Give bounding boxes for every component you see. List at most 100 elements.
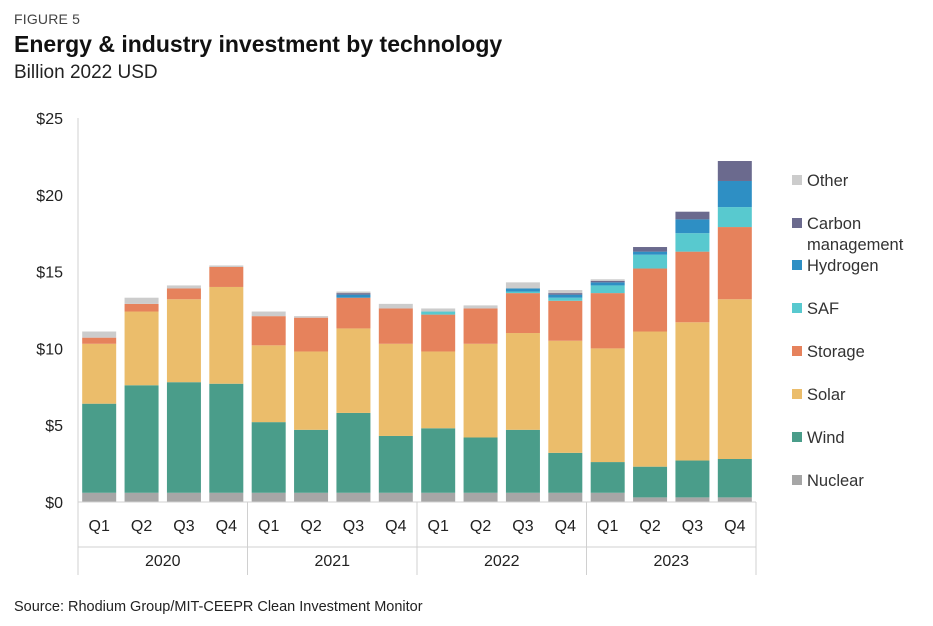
- bar-segment-saf: [675, 233, 710, 252]
- bar-segment-storage: [209, 266, 244, 287]
- x-tick-label: Q1: [597, 518, 618, 535]
- bar-segment-other: [421, 308, 456, 312]
- bar-segment-storage: [421, 314, 456, 352]
- bar-segment-storage: [505, 293, 540, 334]
- bar-segment-other: [82, 331, 117, 338]
- bar-segment-other: [463, 305, 498, 309]
- bar-segment-other: [166, 285, 201, 289]
- x-tick-label: Q4: [555, 518, 576, 535]
- x-tick-label: Q2: [300, 518, 321, 535]
- bar-segment-nuclear: [675, 497, 710, 502]
- bar-segment-nuclear: [717, 497, 752, 502]
- bar-segment-saf: [717, 207, 752, 228]
- bar-segment-carbon-management: [336, 293, 371, 295]
- legend-label-saf: SAF: [807, 300, 839, 318]
- bar-segment-nuclear: [294, 492, 329, 502]
- legend-swatch-nuclear: [792, 475, 802, 485]
- bar-segment-storage: [633, 268, 668, 332]
- bar-segment-solar: [675, 322, 710, 461]
- bar-segment-carbon-management: [717, 161, 752, 181]
- bar-segment-other: [336, 291, 371, 294]
- bar-segment-hydrogen: [336, 294, 371, 298]
- bar-segment-carbon-management: [590, 280, 625, 283]
- x-tick-label: Q3: [173, 518, 194, 535]
- x-tick-label: Q1: [428, 518, 449, 535]
- x-tick-label: Q2: [470, 518, 491, 535]
- bar-segment-hydrogen: [548, 294, 583, 298]
- bar-segment-nuclear: [209, 492, 244, 502]
- bar-segment-storage: [294, 317, 329, 352]
- legend-label-other: Other: [807, 172, 849, 190]
- bar-segment-wind: [590, 462, 625, 493]
- bar-segment-wind: [82, 403, 117, 493]
- bar-segment-carbon-management: [548, 293, 583, 295]
- bar-segment-nuclear: [82, 492, 117, 502]
- x-tick-label: Q2: [639, 518, 660, 535]
- source-note: Source: Rhodium Group/MIT-CEEPR Clean In…: [14, 599, 423, 615]
- bar-segment-hydrogen: [717, 180, 752, 208]
- bar-segment-storage: [717, 227, 752, 300]
- bar-segment-wind: [251, 422, 286, 493]
- bar-segment-storage: [675, 251, 710, 323]
- chart-subtitle: Billion 2022 USD: [14, 62, 158, 83]
- legend-swatch-other: [792, 175, 802, 185]
- bar-segment-nuclear: [505, 492, 540, 502]
- bar-segment-saf: [633, 254, 668, 269]
- x-group-label: 2022: [484, 553, 520, 570]
- legend-swatch-storage: [792, 346, 802, 356]
- bar-segment-hydrogen: [505, 288, 540, 292]
- bar-segment-other: [590, 279, 625, 281]
- bar-segment-solar: [294, 351, 329, 430]
- bar-segment-saf: [590, 285, 625, 294]
- bar-segment-wind: [548, 452, 583, 493]
- y-tick-label: $25: [36, 111, 63, 128]
- x-tick-label: Q3: [343, 518, 364, 535]
- bar-segment-wind: [294, 429, 329, 493]
- bar-segment-wind: [463, 437, 498, 493]
- bar-segment-wind: [633, 466, 668, 498]
- bar-segment-hydrogen: [675, 219, 710, 234]
- bar-segment-other: [505, 282, 540, 289]
- bar-segment-solar: [251, 345, 286, 423]
- legend-swatch-carbon-management: [792, 218, 802, 228]
- legend-swatch-wind: [792, 432, 802, 442]
- bar-segment-carbon-management: [633, 247, 668, 252]
- bar-segment-carbon-management: [675, 211, 710, 220]
- bar-segment-solar: [378, 343, 413, 436]
- bar-segment-saf: [548, 297, 583, 301]
- bar-segment-solar: [463, 343, 498, 438]
- bar-segment-storage: [166, 288, 201, 300]
- bar-segment-other: [378, 303, 413, 309]
- bar-segment-other: [251, 311, 286, 317]
- bar-segment-nuclear: [590, 492, 625, 502]
- legend-label-nuclear: Nuclear: [807, 472, 864, 490]
- legend-swatch-hydrogen: [792, 260, 802, 270]
- bar-segment-nuclear: [251, 492, 286, 502]
- x-tick-label: Q2: [131, 518, 152, 535]
- bar-segment-solar: [421, 351, 456, 429]
- x-tick-label: Q3: [682, 518, 703, 535]
- bar-segment-wind: [378, 435, 413, 493]
- bar-segment-wind: [166, 382, 201, 493]
- y-tick-label: $5: [45, 418, 63, 435]
- stacked-bar-chart: $0 $5 $10 $15 $20 $25 Q1 Q2 Q3 Q4 Q1 Q2 Q3 Q4 Q1 Q2 Q3 Q4…: [36, 111, 904, 575]
- bar-segment-wind: [717, 458, 752, 498]
- x-tick-label: Q1: [258, 518, 279, 535]
- bar-segment-storage: [378, 308, 413, 344]
- bar-segment-nuclear: [633, 497, 668, 502]
- legend-label-storage: Storage: [807, 343, 865, 361]
- bar-segment-wind: [675, 460, 710, 498]
- bar-segment-nuclear: [463, 492, 498, 502]
- chart-title: Energy & industry investment by technolo…: [14, 31, 503, 57]
- bar-segment-solar: [505, 333, 540, 430]
- bar-segment-storage: [548, 300, 583, 341]
- x-tick-label: Q4: [216, 518, 237, 535]
- bar-segment-other: [548, 290, 583, 294]
- figure-label: FIGURE 5: [14, 11, 81, 27]
- bar-segment-wind: [336, 412, 371, 493]
- legend-label-wind: Wind: [807, 429, 845, 447]
- bar-segment-nuclear: [166, 492, 201, 502]
- bar-segment-storage: [590, 293, 625, 349]
- bar-segment-other: [124, 297, 159, 304]
- bar-segment-solar: [548, 340, 583, 453]
